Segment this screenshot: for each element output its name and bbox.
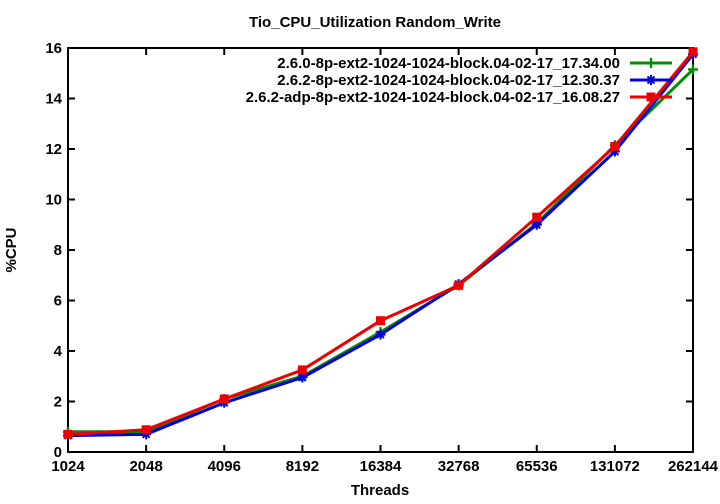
data-point <box>532 212 542 222</box>
legend-marker-icon <box>646 92 656 102</box>
series-line-0 <box>68 68 695 434</box>
data-point <box>688 64 698 75</box>
y-tick-label: 8 <box>54 242 62 259</box>
data-point <box>609 146 620 157</box>
x-tick-label: 131072 <box>590 458 640 475</box>
data-point <box>454 280 464 290</box>
y-tick-label: 6 <box>54 293 62 310</box>
data-point <box>375 329 386 340</box>
data-point <box>610 141 620 151</box>
y-tick-label: 4 <box>54 343 63 360</box>
data-point <box>297 372 308 383</box>
y-tick-label: 12 <box>45 141 62 158</box>
data-point <box>376 316 385 326</box>
data-point <box>531 219 542 230</box>
plot-content: 1024 2048 4096 8192 16384 32768 65536 131072 262… <box>45 40 718 475</box>
y-tick-label: 2 <box>54 394 62 411</box>
x-tick-label: 8192 <box>286 458 319 475</box>
legend-entry-label: 2.6.0-8p-ext2-1024-1024-block.04-02-17_1… <box>277 55 620 72</box>
data-point <box>219 394 229 404</box>
legend-entry-label: 2.6.2-8p-ext2-1024-1024-block.04-02-17_1… <box>277 72 620 89</box>
x-tick-label: 32768 <box>438 458 480 475</box>
y-tick-label: 10 <box>45 192 62 209</box>
series-line-2 <box>67 50 695 436</box>
legend-marker-icon <box>646 75 656 85</box>
data-point <box>688 47 698 57</box>
data-point <box>141 429 152 440</box>
y-tick-label: 14 <box>45 91 62 108</box>
x-axis-title: Threads <box>351 482 409 499</box>
x-tick-label: 1024 <box>51 458 85 475</box>
data-point <box>297 365 307 375</box>
x-tick-label: 2048 <box>129 458 162 475</box>
x-tick-label: 262144 <box>668 458 719 475</box>
x-tick-label: 4096 <box>208 458 241 475</box>
x-tick-label: 16384 <box>360 458 402 475</box>
y-axis-title: %CPU <box>3 227 20 272</box>
chart-title: Tio_CPU_Utilization Random_Write <box>249 14 501 31</box>
y-tick-label: 16 <box>45 40 62 57</box>
plot-border <box>67 47 694 453</box>
x-tick-label: 65536 <box>516 458 558 475</box>
legend-entry-label: 2.6.2-adp-8p-ext2-1024-1024-block.04-02-… <box>246 89 620 106</box>
data-point <box>63 429 73 439</box>
legend-marker-icon <box>646 58 656 68</box>
series-line-1 <box>67 53 695 438</box>
y-tick-label: 0 <box>54 444 62 461</box>
data-point <box>141 425 151 435</box>
